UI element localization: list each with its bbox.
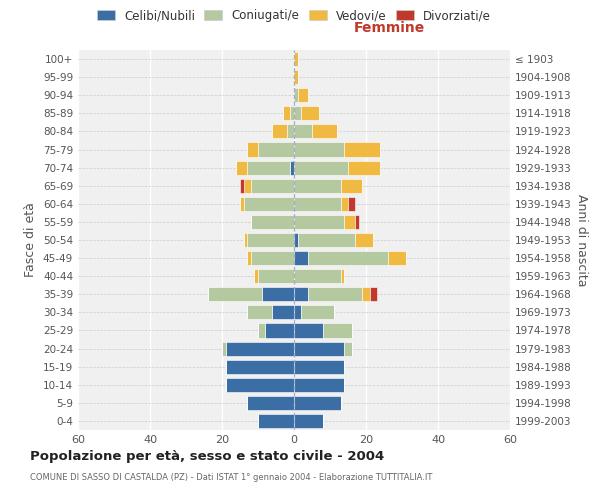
Bar (251, 178, 294, 193)
Bar (247, 251, 251, 265)
Bar (294, 88, 298, 102)
Bar (308, 287, 362, 302)
Bar (258, 142, 294, 156)
Bar (247, 306, 272, 320)
Bar (294, 306, 301, 320)
Bar (294, 215, 344, 229)
Bar (294, 251, 308, 265)
Bar (294, 233, 298, 247)
Bar (355, 215, 359, 229)
Bar (294, 160, 348, 174)
Y-axis label: Fasce di età: Fasce di età (25, 202, 37, 278)
Bar (388, 251, 406, 265)
Bar (251, 215, 294, 229)
Bar (226, 378, 294, 392)
Text: COMUNE DI SASSO DI CASTALDA (PZ) - Dati ISTAT 1° gennaio 2004 - Elaborazione TUT: COMUNE DI SASSO DI CASTALDA (PZ) - Dati … (30, 472, 433, 482)
Bar (301, 306, 334, 320)
Bar (348, 160, 380, 174)
Bar (208, 287, 262, 302)
Bar (258, 269, 294, 283)
Text: Popolazione per età, sesso e stato civile - 2004: Popolazione per età, sesso e stato civil… (30, 450, 384, 463)
Y-axis label: Anni di nascita: Anni di nascita (575, 194, 588, 286)
Bar (262, 287, 294, 302)
Bar (298, 233, 355, 247)
Bar (294, 178, 341, 193)
Bar (355, 233, 373, 247)
Bar (254, 269, 258, 283)
Bar (287, 124, 294, 138)
Bar (244, 233, 247, 247)
Bar (294, 106, 301, 120)
Bar (294, 197, 341, 211)
Bar (290, 160, 294, 174)
Bar (294, 70, 298, 84)
Bar (344, 215, 355, 229)
Bar (294, 324, 323, 338)
Bar (283, 106, 290, 120)
Bar (362, 287, 370, 302)
Bar (244, 178, 251, 193)
Bar (265, 324, 294, 338)
Bar (344, 342, 352, 355)
Bar (308, 251, 388, 265)
Bar (247, 142, 258, 156)
Bar (251, 251, 294, 265)
Bar (272, 306, 294, 320)
Bar (247, 160, 290, 174)
Bar (240, 178, 244, 193)
Bar (226, 342, 294, 355)
Bar (222, 342, 226, 355)
Bar (294, 142, 344, 156)
Bar (323, 324, 352, 338)
Bar (370, 287, 377, 302)
Bar (341, 269, 344, 283)
Bar (341, 197, 348, 211)
Bar (247, 396, 294, 410)
Bar (290, 106, 294, 120)
Bar (348, 197, 355, 211)
Bar (294, 360, 344, 374)
Bar (341, 178, 362, 193)
Bar (294, 378, 344, 392)
Bar (312, 124, 337, 138)
Bar (294, 52, 298, 66)
Text: Femmine: Femmine (353, 21, 425, 35)
Legend: Celibi/Nubili, Coniugati/e, Vedovi/e, Divorziati/e: Celibi/Nubili, Coniugati/e, Vedovi/e, Di… (92, 4, 496, 27)
Bar (258, 324, 265, 338)
Bar (226, 360, 294, 374)
Bar (258, 414, 294, 428)
Bar (236, 160, 247, 174)
Bar (301, 106, 319, 120)
Bar (240, 197, 244, 211)
Bar (294, 342, 344, 355)
Bar (298, 88, 308, 102)
Bar (294, 396, 341, 410)
Bar (272, 124, 287, 138)
Bar (294, 287, 308, 302)
Bar (294, 124, 312, 138)
Bar (244, 197, 294, 211)
Bar (294, 414, 323, 428)
Bar (247, 233, 294, 247)
Bar (344, 142, 380, 156)
Bar (294, 269, 341, 283)
